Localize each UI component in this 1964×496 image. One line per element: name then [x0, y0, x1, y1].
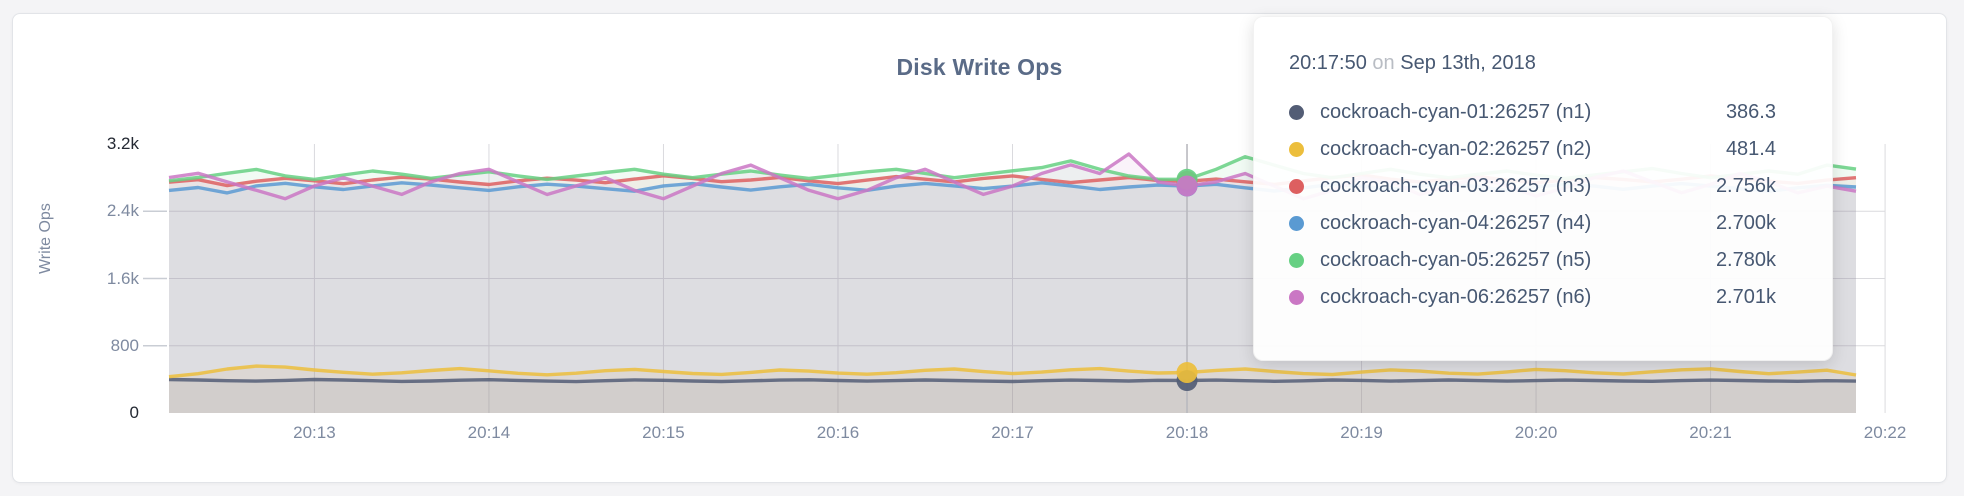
x-tick-label: 20:20 — [1514, 423, 1558, 442]
y-tick-label: 2.4k — [106, 201, 139, 221]
tooltip-rows: cockroach-cyan-01:26257 (n1) 386.3 cockroa… — [1289, 94, 1776, 316]
x-tick-label: 20:13 — [293, 423, 336, 442]
hover-point — [1176, 362, 1198, 384]
series-line — [168, 364, 1857, 379]
hover-tooltip: 20:17:50 on Sep 13th, 2018 cockroach-cya… — [1253, 16, 1833, 361]
tooltip-series-value: 481.4 — [1725, 138, 1776, 160]
x-tick-label: 20:19 — [1340, 423, 1383, 442]
series-color-dot-icon — [1289, 179, 1304, 194]
tooltip-series-label: cockroach-cyan-01:26257 (n1) — [1320, 101, 1592, 123]
tooltip-date: Sep 13th, 2018 — [1400, 52, 1536, 74]
series-color-dot-icon — [1289, 142, 1304, 157]
series-area — [169, 379, 1856, 413]
tooltip-series-row: cockroach-cyan-02:26257 (n2) 481.4 — [1289, 131, 1776, 168]
x-tick-label: 20:18 — [1165, 423, 1209, 442]
tooltip-series-row: cockroach-cyan-04:26257 (n4) 2.700k — [1289, 205, 1776, 242]
series-color-dot-icon — [1289, 253, 1304, 268]
tooltip-time: 20:17:50 — [1289, 52, 1367, 74]
tooltip-series-row: cockroach-cyan-03:26257 (n3) 2.756k — [1289, 168, 1776, 205]
x-tick-label: 20:22 — [1863, 423, 1907, 442]
tooltip-series-row: cockroach-cyan-06:26257 (n6) 2.701k — [1289, 279, 1776, 316]
x-tick-label: 20:14 — [467, 423, 511, 442]
y-tick-label: 3.2k — [106, 134, 139, 153]
x-tick-label: 20:17 — [991, 423, 1034, 442]
tooltip-series-label: cockroach-cyan-05:26257 (n5) — [1320, 249, 1592, 271]
tooltip-series-label: cockroach-cyan-06:26257 (n6) — [1320, 286, 1592, 308]
series-color-dot-icon — [1289, 105, 1304, 120]
series-color-dot-icon — [1289, 216, 1304, 231]
chart-title: Disk Write Ops — [896, 54, 1063, 80]
tooltip-series-row: cockroach-cyan-01:26257 (n1) 386.3 — [1289, 94, 1776, 131]
series-line — [168, 377, 1857, 384]
tooltip-series-label: cockroach-cyan-02:26257 (n2) — [1320, 138, 1592, 160]
series-color-dot-icon — [1289, 290, 1304, 305]
x-tick-label: 20:15 — [642, 423, 685, 442]
x-tick-label: 20:16 — [816, 423, 860, 442]
tooltip-series-value: 2.700k — [1715, 212, 1776, 234]
tooltip-series-value: 2.756k — [1715, 175, 1776, 197]
series-area — [169, 366, 1856, 413]
chart-panel: Disk Write Ops Write Ops 0 800 1.6k 2.4k 3.2… — [12, 13, 1947, 483]
tooltip-series-label: cockroach-cyan-04:26257 (n4) — [1320, 212, 1592, 234]
tooltip-header: 20:17:50 on Sep 13th, 2018 — [1289, 51, 1776, 75]
y-tick-label: 800 — [110, 335, 139, 355]
y-tick-label: 0 — [129, 403, 139, 422]
y-tick-label: 1.6k — [106, 268, 139, 288]
x-tick-label: 20:21 — [1689, 423, 1732, 442]
hover-point — [1176, 175, 1198, 197]
tooltip-series-value: 2.701k — [1715, 286, 1776, 308]
tooltip-series-row: cockroach-cyan-05:26257 (n5) 2.780k — [1289, 242, 1776, 279]
tooltip-series-value: 2.780k — [1715, 249, 1776, 271]
tooltip-series-label: cockroach-cyan-03:26257 (n3) — [1320, 175, 1592, 197]
tooltip-series-value: 386.3 — [1725, 101, 1776, 123]
tooltip-on-word: on — [1372, 52, 1395, 74]
